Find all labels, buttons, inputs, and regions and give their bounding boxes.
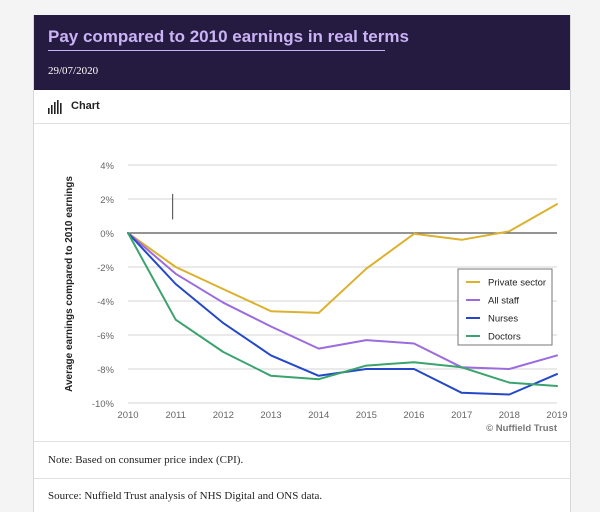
y-tick-label: -4% (97, 297, 114, 308)
watermark: © Nuffield Trust (486, 423, 558, 434)
chart-note: Note: Based on consumer price index (CPI… (34, 441, 570, 479)
x-tick-label: 2010 (117, 410, 138, 421)
x-tick-label: 2013 (260, 410, 281, 421)
y-axis-label: Average earnings compared to 2010 earnin… (64, 176, 75, 392)
source-text: Source: Nuffield Trust analysis of NHS D… (48, 490, 323, 502)
x-tick-label: 2016 (403, 410, 424, 421)
x-tick-label: 2014 (308, 410, 329, 421)
x-tick-label: 2011 (165, 410, 185, 421)
x-tick-label: 2015 (356, 410, 377, 421)
x-tick-label: 2012 (213, 410, 234, 421)
chart-header: Pay compared to 2010 earnings in real te… (34, 15, 570, 90)
x-tick-label: 2017 (451, 410, 472, 421)
legend-label-nurses: Nurses (488, 314, 518, 325)
y-tick-label: 4% (100, 161, 114, 172)
y-tick-label: -10% (92, 399, 115, 410)
note-text: Note: Based on consumer price index (CPI… (48, 454, 244, 466)
x-tick-label: 2019 (546, 410, 567, 421)
chart-source: Source: Nuffield Trust analysis of NHS D… (34, 478, 570, 512)
legend-label-all-staff: All staff (488, 296, 519, 307)
line-chart: 4% 2% 0% -2% -4% -6% -8% -10%2010 2011 2012 2013 20… (64, 161, 568, 434)
chart-card: Pay compared to 2010 earnings in real te… (33, 15, 571, 512)
y-tick-label: 2% (100, 195, 114, 206)
series-line-all-staff (127, 232, 558, 370)
y-tick-label: 0% (100, 229, 114, 240)
legend-label-private-sector: Private sector (488, 278, 546, 289)
publish-date: 29/07/2020 (48, 65, 99, 77)
tab-chart[interactable]: Chart (71, 100, 100, 112)
series-line-doctors (127, 232, 558, 387)
legend-label-doctors: Doctors (488, 332, 521, 343)
chart-area: 4% 2% 0% -2% -4% -6% -8% -10% 2010 2011 2012 2013 20… (34, 123, 570, 443)
series-line-private-sector (127, 203, 558, 314)
chart-tab-bar: Chart (34, 90, 570, 124)
chart-title[interactable]: Pay compared to 2010 earnings in real te… (48, 27, 409, 46)
y-tick-label: -8% (97, 365, 114, 376)
x-tick-label: 2018 (499, 410, 520, 421)
y-tick-label: -2% (97, 263, 114, 274)
y-tick-label: -6% (97, 331, 114, 342)
title-underline (48, 50, 385, 51)
bar-chart-icon (48, 100, 62, 114)
